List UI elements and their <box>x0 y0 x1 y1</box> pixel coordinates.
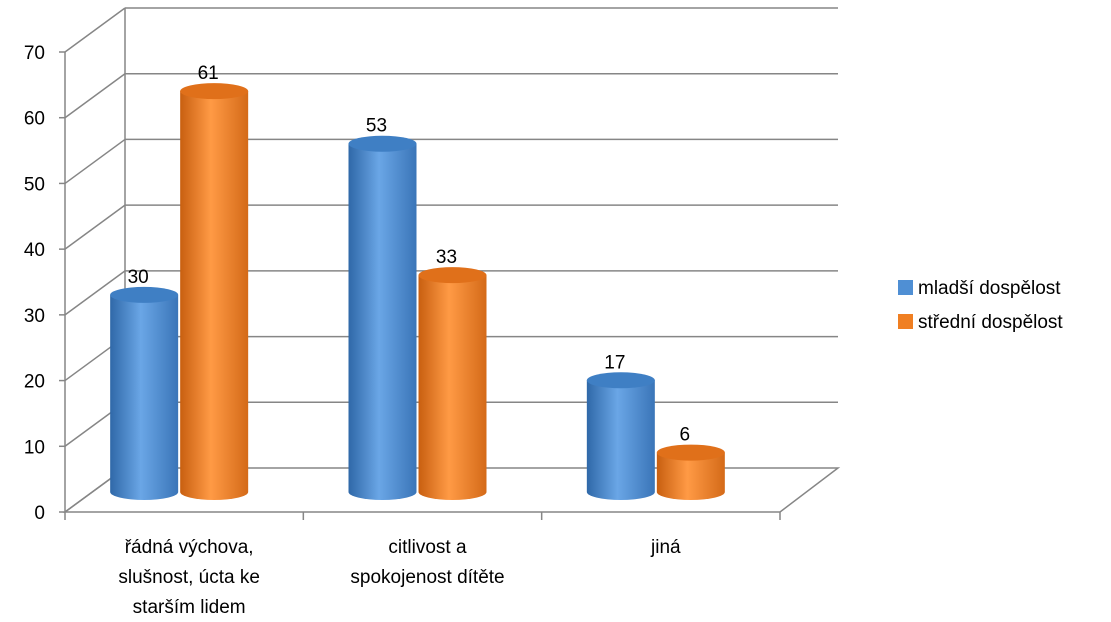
bar <box>348 135 417 500</box>
legend-swatch <box>898 314 913 329</box>
x-category-label: spokojenost dítěte <box>350 567 504 588</box>
bar-body <box>586 380 655 500</box>
data-label: 33 <box>436 247 457 268</box>
bar-top <box>110 286 179 303</box>
bar-body <box>348 143 417 500</box>
gridline-diagonal <box>64 73 126 119</box>
bar-body <box>180 91 249 501</box>
x-category-label: citlivost a <box>388 537 467 558</box>
x-category-label: slušnost, úcta ke <box>118 567 260 588</box>
data-label: 6 <box>680 425 691 446</box>
bar <box>656 444 725 500</box>
data-label: 17 <box>604 352 625 373</box>
y-tick-label: 60 <box>24 109 45 130</box>
gridline-diagonal <box>64 270 126 316</box>
y-tick-label: 20 <box>24 372 45 393</box>
y-tick-label: 70 <box>24 43 45 64</box>
bar-top <box>656 444 725 461</box>
legend-label: střední dospělost <box>918 312 1063 333</box>
x-category-label: starším lidem <box>133 597 246 618</box>
legend-swatch <box>898 280 913 295</box>
y-tick-label: 0 <box>34 503 45 524</box>
data-label: 53 <box>366 116 387 137</box>
bar-body <box>418 275 487 500</box>
y-tick-label: 50 <box>24 174 45 195</box>
bar-top <box>180 83 249 100</box>
y-tick-label: 10 <box>24 437 45 458</box>
x-category-label: řádná výchova, <box>125 537 254 558</box>
legend-label: mladší dospělost <box>918 278 1061 299</box>
bar-top <box>586 372 655 389</box>
bar-top <box>348 135 417 152</box>
bar-top <box>418 267 487 284</box>
data-label: 61 <box>198 63 219 84</box>
gridline-diagonal <box>64 138 126 185</box>
bar <box>586 372 655 500</box>
labels: 0 10 20 30 40 50 60 70 30 61 53 33 17 6 řádná výchova,… <box>24 43 690 618</box>
y-tick-label: 30 <box>24 306 45 327</box>
bar-body <box>656 452 725 500</box>
gridline-diagonal <box>64 204 126 250</box>
gridline-diagonal <box>64 7 126 53</box>
bar <box>180 83 249 501</box>
y-tick-label: 40 <box>24 240 45 261</box>
bar <box>110 286 179 500</box>
bar-body <box>110 294 179 500</box>
x-category-label: jiná <box>650 537 681 558</box>
bar <box>418 267 487 500</box>
bars <box>110 83 725 501</box>
legend: mladší dospělost střední dospělost <box>898 278 1063 333</box>
data-label: 30 <box>128 267 149 288</box>
